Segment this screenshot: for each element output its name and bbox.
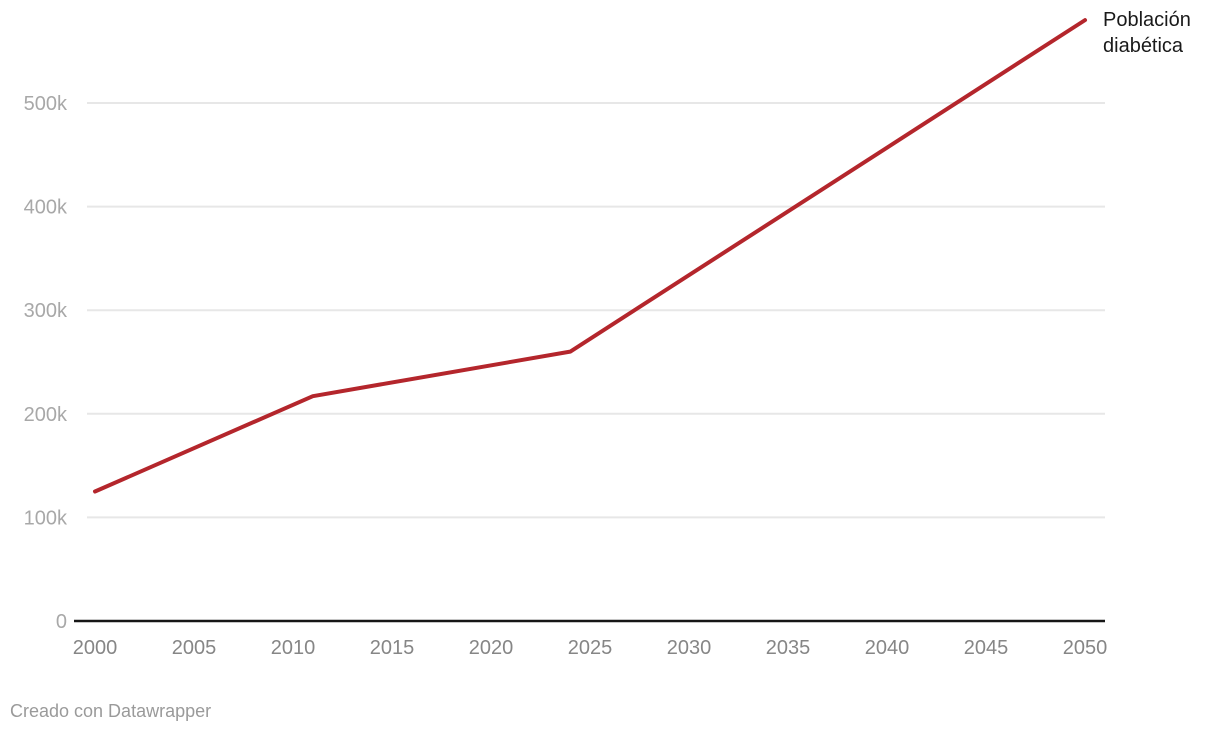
y-tick-label: 400k bbox=[24, 197, 68, 219]
y-tick-label: 100k bbox=[24, 507, 68, 529]
x-tick-label: 2005 bbox=[172, 637, 217, 659]
x-tick-label: 2040 bbox=[865, 637, 910, 659]
x-tick-label: 2020 bbox=[469, 637, 514, 659]
x-tick-label: 2030 bbox=[667, 637, 712, 659]
attribution-text: Creado con Datawrapper bbox=[10, 701, 212, 721]
series-label-line2: diabética bbox=[1103, 35, 1184, 57]
y-tick-label: 200k bbox=[24, 404, 68, 426]
y-tick-label: 300k bbox=[24, 300, 68, 322]
x-tick-label: 2000 bbox=[73, 637, 118, 659]
x-tick-label: 2035 bbox=[766, 637, 811, 659]
series-label-line1: Población bbox=[1103, 9, 1191, 31]
y-tick-label: 500k bbox=[24, 93, 68, 115]
x-tick-label: 2015 bbox=[370, 637, 415, 659]
series-label: Población diabética bbox=[1103, 7, 1191, 59]
data-line bbox=[93, 18, 1087, 494]
x-tick-label: 2025 bbox=[568, 637, 613, 659]
x-tick-label: 2045 bbox=[964, 637, 1009, 659]
y-tick-label: 0 bbox=[56, 611, 67, 633]
x-tick-label: 2010 bbox=[271, 637, 316, 659]
x-tick-label: 2050 bbox=[1063, 637, 1108, 659]
